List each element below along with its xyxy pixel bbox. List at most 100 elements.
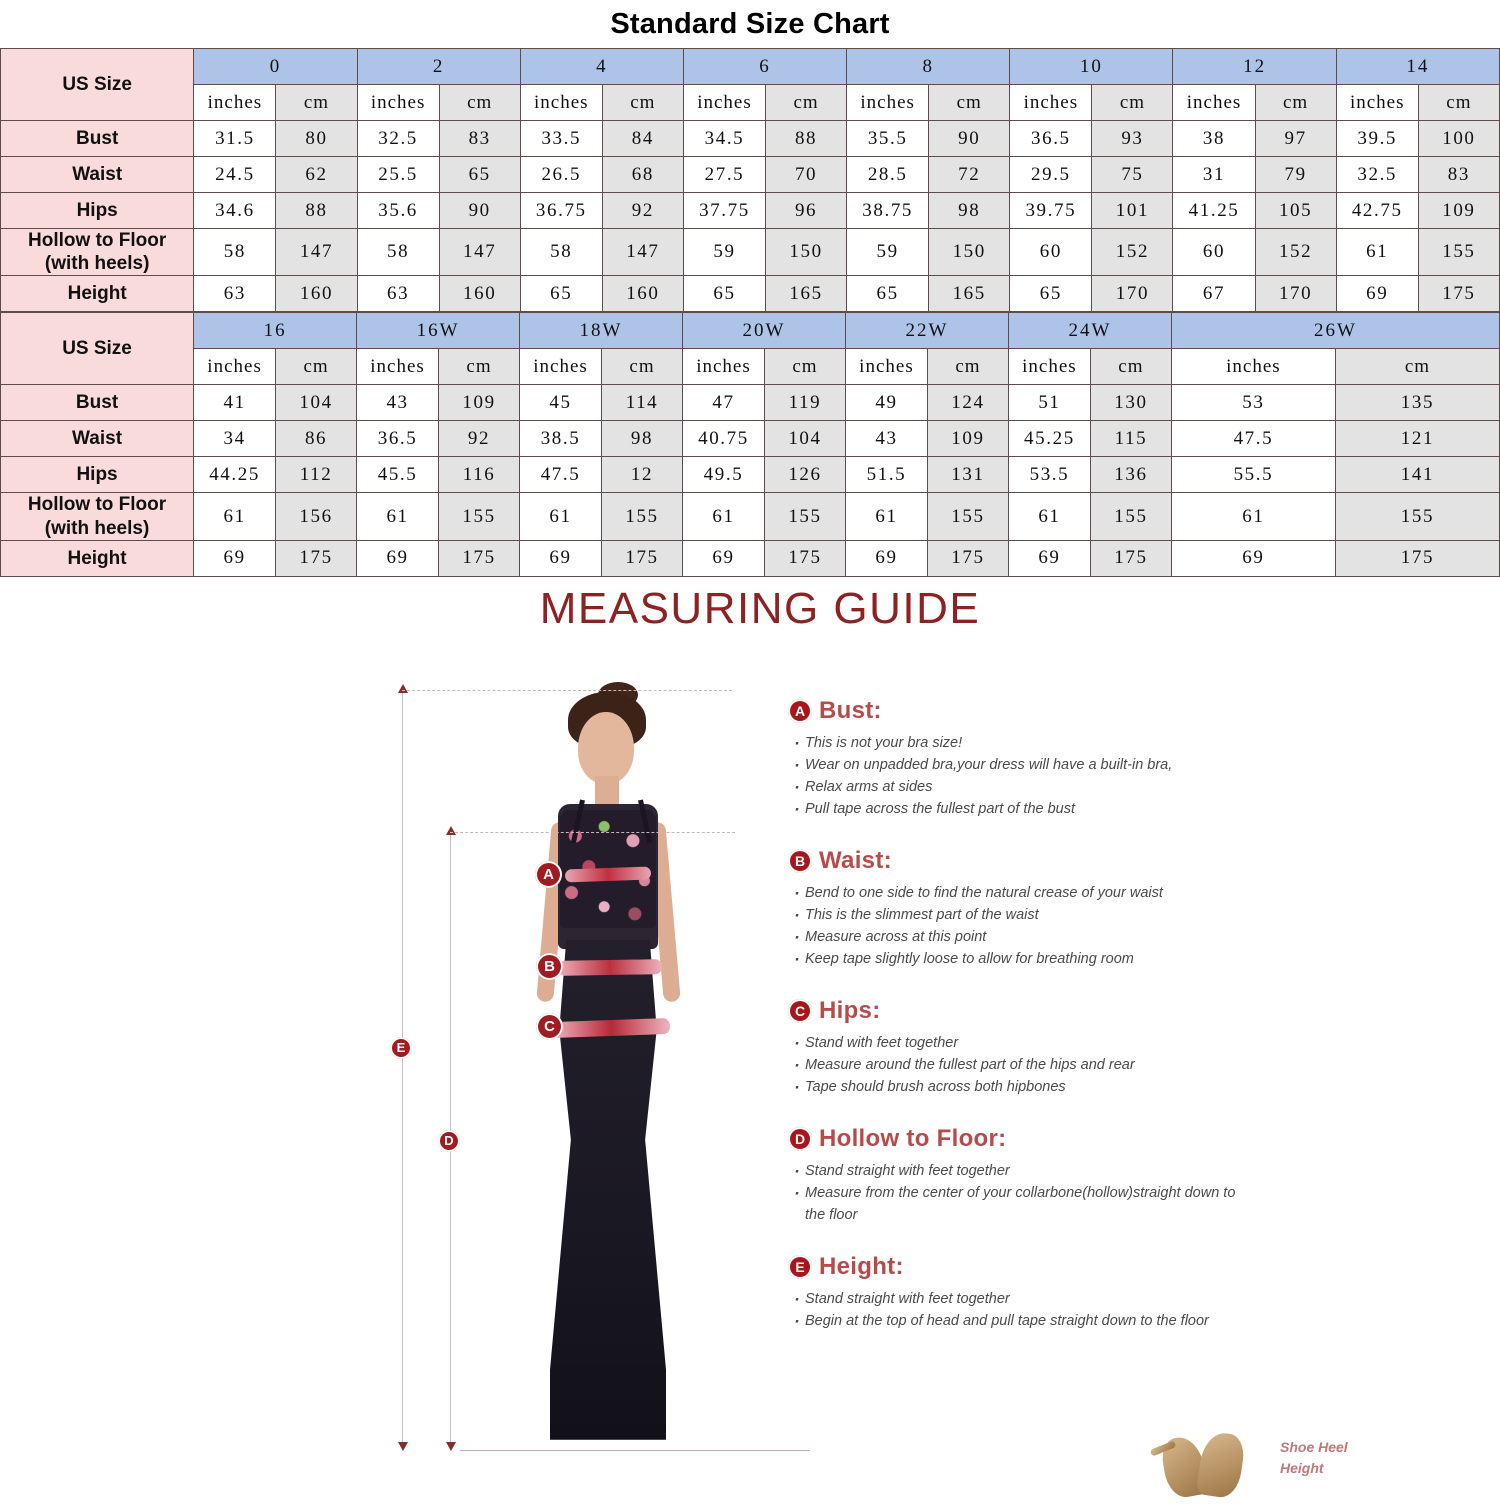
cell-value-cm: 170 (1254, 275, 1337, 313)
table-row: Waist 34 86 36.5 92 38.5 98 40.75 104 43 109 45.25 1… (0, 420, 1500, 458)
size-header-4: 4 (519, 48, 684, 85)
cell-value-inches: 38 (1172, 120, 1256, 157)
cell-value-inches: 58 (193, 227, 277, 277)
table-row: Bust 41 104 43 109 45 114 47 119 49 124 51 130 53 135 (0, 384, 1500, 422)
unit-header-inches: inches (519, 84, 603, 121)
cell-value-inches: 34.6 (193, 192, 277, 229)
cell-value-inches: 69 (844, 539, 928, 577)
guide-bullet: This is the slimmest part of the waist (794, 903, 1258, 929)
cell-value-inches: 47.5 (1170, 420, 1336, 458)
cell-value-cm: 109 (1417, 192, 1500, 229)
unit-header-cm: cm (438, 348, 521, 386)
unit-header-cm: cm (438, 84, 521, 121)
unit-header-inches: inches (519, 348, 603, 386)
head (578, 711, 634, 784)
unit-header-cm: cm (275, 348, 358, 386)
cell-value-cm: 124 (926, 384, 1009, 422)
cell-value-inches: 38.75 (846, 192, 930, 229)
table-row: Height 69 175 69 175 69 175 69 175 69 175 69 175 69 17… (0, 539, 1500, 577)
guide-instructions: A Bust: This is not your bra size!Wear on … (788, 697, 1258, 1360)
cell-value-cm: 155 (1417, 227, 1500, 277)
guide-heading-text: Hollow to Floor: (819, 1125, 1007, 1153)
size-header-16W: 16W (356, 312, 521, 350)
cell-value-inches: 34.5 (682, 120, 767, 157)
table-row: Hollow to Floor (with heels) 58 147 58 147 58 1… (0, 227, 1500, 277)
height-arrow-top (398, 683, 408, 693)
row-label-hollow-to-floor: Hollow to Floor (with heels) (0, 227, 195, 277)
row-label-hips: Hips (0, 456, 195, 494)
cell-value-inches: 41.25 (1172, 192, 1256, 229)
height-arrow-bottom (398, 1441, 408, 1451)
cell-value-inches: 25.5 (356, 156, 440, 193)
row-label-hips: Hips (0, 192, 195, 229)
model-figure (440, 672, 810, 1462)
bust-tape-band (564, 866, 652, 883)
letter-badge-d-icon: D (788, 1127, 812, 1152)
cell-value-cm: 141 (1334, 456, 1500, 494)
size-header-18W: 18W (519, 312, 683, 350)
shoe-heel-label-line1: Shoe Heel (1280, 1439, 1348, 1455)
unit-header-inches: inches (356, 84, 440, 121)
guide-bullet: Wear on unpadded bra,your dress will hav… (794, 753, 1258, 779)
cell-value-inches: 69 (681, 539, 765, 577)
cell-value-cm: 156 (275, 492, 358, 541)
table-row: Hips 34.6 88 35.6 90 36.75 92 37.75 96 38.75 98 39.… (0, 192, 1500, 229)
cell-value-inches: 59 (682, 227, 767, 277)
cell-value-inches: 45.5 (356, 456, 440, 494)
cell-value-inches: 24.5 (193, 156, 277, 193)
shoe-heel-label: Shoe Heel Height (1280, 1437, 1390, 1479)
cell-value-inches: 51 (1007, 384, 1091, 422)
shoe-heel-callout: Shoe Heel Height (1149, 1415, 1480, 1505)
cell-value-cm: 155 (438, 492, 521, 541)
cell-value-cm: 126 (763, 456, 846, 494)
guide-bullet: Relax arms at sides (794, 775, 1258, 801)
cell-value-cm: 97 (1254, 120, 1337, 157)
cell-value-inches: 55.5 (1170, 456, 1336, 494)
guide-bullet: This is not your bra size! (794, 731, 1258, 757)
hollow-arrow-top (446, 825, 456, 835)
guide-bullet-list: Stand with feet togetherMeasure around t… (788, 1031, 1258, 1101)
cell-value-inches: 61 (193, 492, 277, 541)
cell-value-inches: 32.5 (356, 120, 440, 157)
cell-value-inches: 49.5 (681, 456, 765, 494)
cell-value-cm: 155 (763, 492, 846, 541)
guide-bullet-list: Stand straight with feet togetherMeasure… (788, 1159, 1258, 1226)
cell-value-inches: 63 (356, 275, 440, 313)
guide-bullet: Stand straight with feet together (794, 1287, 1258, 1313)
cell-value-cm: 136 (1089, 456, 1172, 494)
letter-badge-e-icon: E (788, 1255, 812, 1280)
size-header-2: 2 (356, 48, 521, 85)
cell-value-inches: 58 (356, 227, 440, 277)
guide-bullet: Tape should brush across both hipbones (794, 1075, 1258, 1101)
cell-value-cm: 80 (275, 120, 358, 157)
size-header-6: 6 (682, 48, 848, 85)
guide-heading: E Height: (788, 1253, 1258, 1281)
cell-value-cm: 152 (1254, 227, 1337, 277)
cell-value-cm: 96 (765, 192, 848, 229)
cell-value-cm: 150 (928, 227, 1011, 277)
unit-header-inches: inches (1335, 84, 1419, 121)
cell-value-cm: 175 (438, 539, 521, 577)
unit-header-cm: cm (1254, 84, 1337, 121)
table-row: Hips 44.25 112 45.5 116 47.5 12 49.5 126 51.5 131 5… (0, 456, 1500, 494)
cell-value-inches: 58 (519, 227, 603, 277)
unit-header-cm: cm (926, 348, 1009, 386)
cell-value-cm: 175 (763, 539, 846, 577)
unit-header-cm: cm (763, 348, 846, 386)
cell-value-inches: 61 (681, 492, 765, 541)
table-header-row-sizes: US Size 16 16W 18W 20W 22W 24W 26W (0, 312, 1500, 386)
guide-bullet: Measure across at this point (794, 925, 1258, 951)
cell-value-inches: 61 (1007, 492, 1091, 541)
cell-value-inches: 33.5 (519, 120, 603, 157)
unit-header-cm: cm (601, 348, 683, 386)
size-header-20W: 20W (681, 312, 846, 350)
cell-value-inches: 61 (1170, 492, 1336, 541)
cell-value-inches: 31 (1172, 156, 1256, 193)
cell-value-inches: 60 (1172, 227, 1256, 277)
row-label-bust: Bust (0, 384, 195, 422)
cell-value-inches: 39.75 (1009, 192, 1093, 229)
cell-value-inches: 45 (519, 384, 603, 422)
cell-value-cm: 130 (1089, 384, 1172, 422)
guide-bullet: Measure from the center of your collarbo… (794, 1181, 1258, 1226)
unit-header-inches: inches (682, 84, 767, 121)
